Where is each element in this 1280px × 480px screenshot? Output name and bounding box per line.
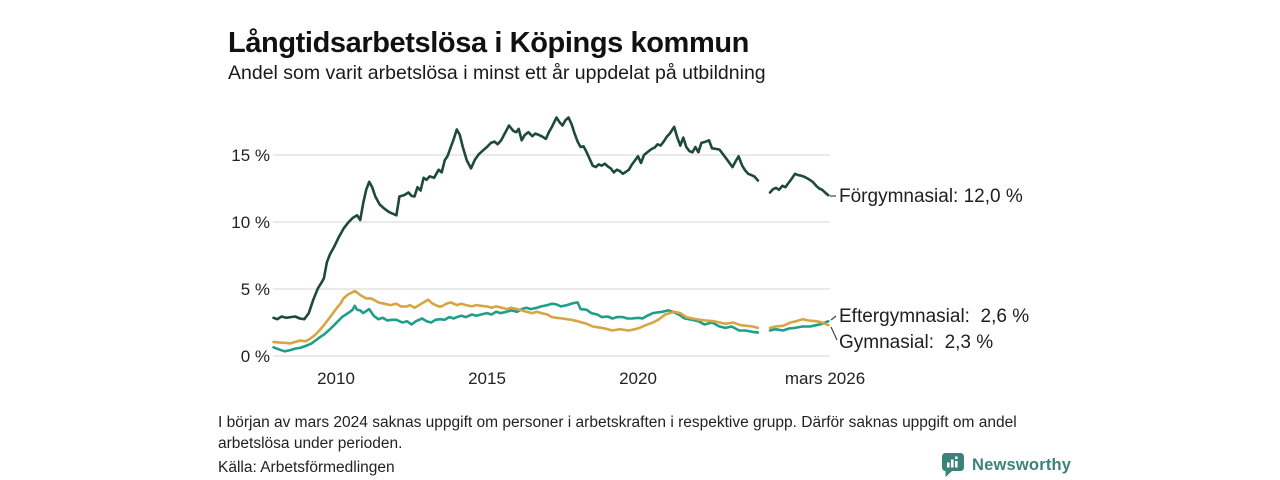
x-tick-2015: 2015 xyxy=(468,369,506,388)
series-line-eftergymnasial-after-gap xyxy=(768,319,830,332)
page-title: Långtidsarbetslösa i Köpings kommun xyxy=(228,27,749,60)
y-tick-5: 5 % xyxy=(241,280,270,299)
label-leaders xyxy=(830,195,838,341)
x-tick-2010: 2010 xyxy=(317,369,355,388)
series-lines xyxy=(272,116,830,353)
y-tick-10: 10 % xyxy=(231,213,270,232)
gridlines xyxy=(273,154,830,357)
x-axis: 2010 2015 2020 mars 2026 xyxy=(317,369,865,388)
series-label-gymnasial: Gymnasial: 2,3 % xyxy=(839,332,993,353)
series-end-labels: Förgymnasial: 12,0 % Eftergymnasial: 2,6… xyxy=(839,186,1029,353)
y-tick-15: 15 % xyxy=(231,146,270,165)
series-line-eftergymnasial xyxy=(272,301,760,353)
x-tick-2020: 2020 xyxy=(619,369,657,388)
newsworthy-logo-icon xyxy=(941,452,965,478)
series-line-gymnasial-after-gap xyxy=(768,317,830,330)
series-line-gymnasial xyxy=(272,289,760,345)
leader-gymnasial xyxy=(830,326,838,341)
newsworthy-logo-text: Newsworthy xyxy=(972,455,1072,474)
line-chart: 0 % 5 % 10 % 15 % 2010 2015 2020 mars 20… xyxy=(231,116,1029,388)
y-tick-0: 0 % xyxy=(241,347,270,366)
x-tick-mars-2026: mars 2026 xyxy=(785,369,865,388)
series-label-forgymnasial: Förgymnasial: 12,0 % xyxy=(839,186,1023,207)
leader-eftergymnasial xyxy=(830,315,837,321)
series-line-forgymnasial-after-gap xyxy=(768,172,830,197)
newsworthy-brand: Newsworthy xyxy=(941,452,1071,478)
series-label-eftergymnasial: Eftergymnasial: 2,6 % xyxy=(839,306,1029,327)
source-attribution: Källa: Arbetsförmedlingen xyxy=(218,459,395,476)
y-axis: 0 % 5 % 10 % 15 % xyxy=(231,146,270,366)
series-line-forgymnasial xyxy=(272,116,760,321)
chart-footnote: I början av mars 2024 saknas uppgift om … xyxy=(218,414,1017,452)
page-subtitle: Andel som varit arbetslösa i minst ett å… xyxy=(228,62,766,84)
